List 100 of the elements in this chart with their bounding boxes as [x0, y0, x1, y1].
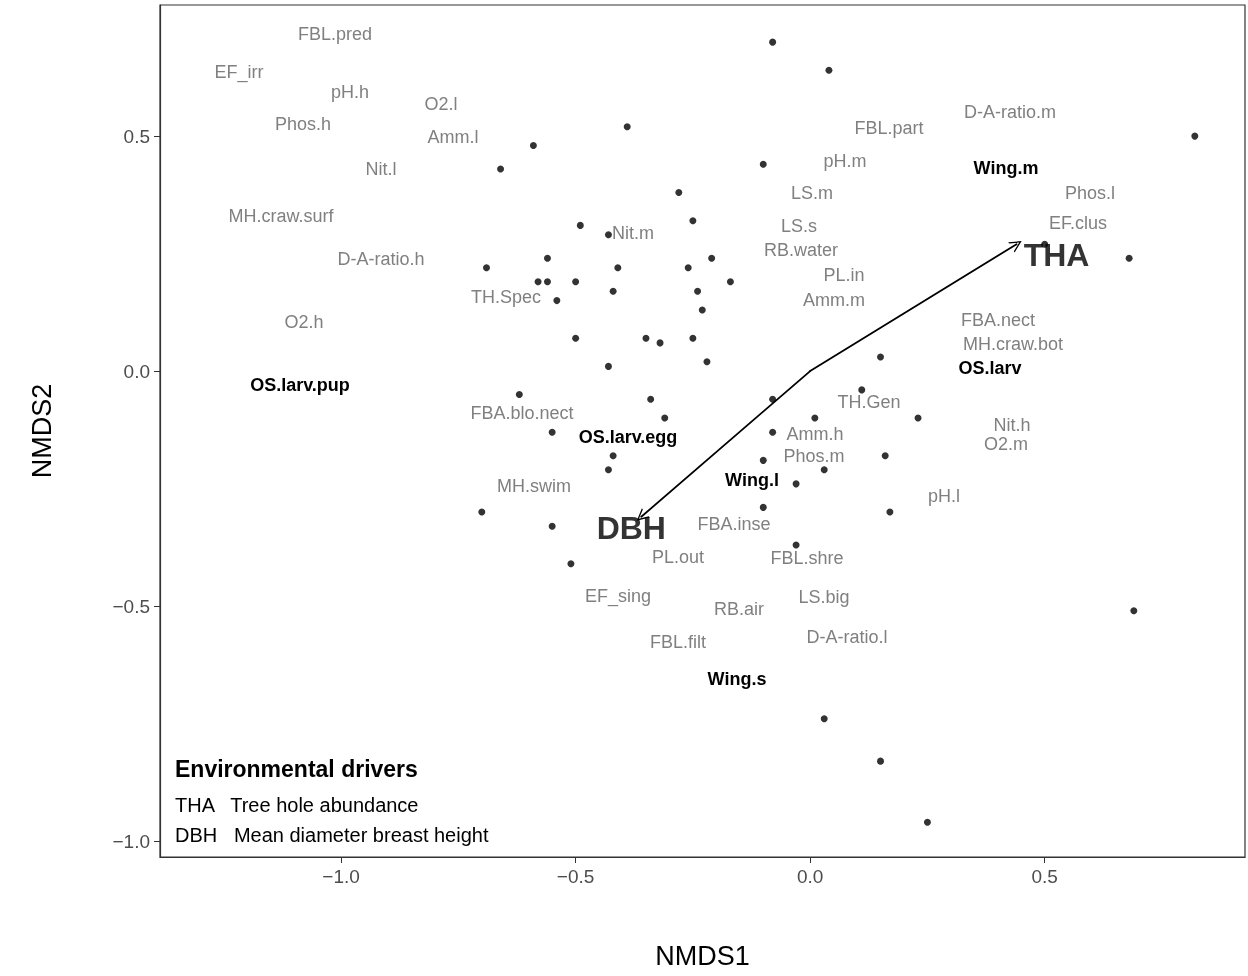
- point: [811, 414, 819, 422]
- point: [609, 452, 617, 460]
- annotation: TH.Spec: [470, 287, 542, 307]
- point: [820, 466, 828, 474]
- annotation: pH.l: [927, 486, 961, 506]
- annotation: O2.m: [983, 434, 1029, 454]
- annotation: EF_irr: [214, 62, 264, 83]
- point: [877, 353, 885, 361]
- y-tick-label: 0.5: [123, 125, 150, 147]
- annotation: LS.m: [790, 183, 834, 203]
- annotation: RB.air: [713, 599, 765, 619]
- annotation: Phos.m: [783, 446, 845, 466]
- point: [553, 297, 561, 305]
- annotation: Amm.m: [803, 290, 865, 310]
- annotation: PL.in: [823, 265, 865, 285]
- annotation: LS.big: [798, 587, 850, 607]
- point: [478, 508, 486, 516]
- point: [689, 334, 697, 342]
- annotation: FBL.filt: [649, 632, 707, 652]
- point: [604, 231, 612, 239]
- point: [1125, 254, 1133, 262]
- x-tick-label: −1.0: [322, 866, 360, 887]
- annotation: Nit.m: [612, 223, 654, 243]
- point: [604, 466, 612, 474]
- point: [675, 189, 683, 196]
- point: [1130, 607, 1138, 615]
- annotation: EF_sing: [584, 586, 652, 607]
- annotation: FBL.part: [854, 118, 924, 138]
- annotation: D-A-ratio.m: [963, 102, 1057, 122]
- point: [759, 456, 767, 464]
- annotation: MH.craw.bot: [962, 334, 1064, 354]
- x-tick-label: 0.0: [796, 866, 824, 887]
- annotation: FBA.inse: [697, 514, 771, 534]
- point: [703, 358, 711, 366]
- annotation: D-A-ratio.l: [806, 627, 888, 647]
- point: [694, 287, 702, 295]
- point: [572, 334, 580, 342]
- point: [923, 818, 931, 826]
- point: [877, 757, 885, 765]
- annotation: pH.h: [330, 82, 370, 102]
- annotation: Amm.l: [427, 127, 479, 147]
- annotation: Wing.l: [725, 470, 779, 490]
- x-tick-label: −0.5: [556, 866, 595, 887]
- point: [759, 160, 767, 168]
- point: [708, 254, 716, 262]
- point: [1191, 132, 1199, 140]
- annotation: TH.Gen: [837, 392, 901, 412]
- annotation: OS.larv.egg: [578, 427, 678, 447]
- point: [759, 503, 767, 511]
- annotation: THA Tree hole abundance: [175, 794, 419, 816]
- annotation: DBH Mean diameter breast height: [175, 824, 489, 846]
- point: [534, 278, 542, 286]
- point: [623, 123, 631, 131]
- point: [604, 362, 612, 370]
- annotation: D-A-ratio.h: [337, 249, 425, 269]
- annotation: Wing.s: [707, 669, 767, 689]
- point: [543, 278, 551, 286]
- point: [529, 142, 537, 150]
- point: [482, 264, 490, 272]
- annotation: OS.larv: [958, 358, 1022, 378]
- point: [858, 386, 866, 394]
- point: [689, 217, 697, 225]
- annotation: Nit.h: [993, 415, 1031, 435]
- point: [726, 278, 734, 286]
- annotation: FBL.shre: [770, 548, 844, 568]
- data-label: DBH: [596, 509, 666, 546]
- x-tick-label: 0.5: [1031, 866, 1058, 887]
- point: [661, 414, 669, 422]
- point: [881, 452, 889, 460]
- annotation: O2.l: [424, 94, 458, 114]
- annotation: OS.larv.pup: [250, 375, 350, 395]
- y-tick-label: 0.0: [123, 360, 150, 382]
- annotation: Phos.l: [1064, 183, 1116, 203]
- annotation: MH.craw.surf: [228, 206, 335, 226]
- annotation: FBA.blo.nect: [470, 403, 574, 423]
- point: [684, 264, 692, 272]
- y-tick-label: −1.0: [112, 830, 150, 852]
- point: [572, 278, 580, 286]
- point: [886, 508, 894, 516]
- annotation: FBL.pred: [297, 24, 373, 44]
- point: [769, 428, 777, 436]
- annotation: Phos.h: [274, 114, 332, 134]
- annotation: O2.h: [284, 312, 324, 332]
- point: [576, 221, 584, 229]
- point: [515, 391, 523, 399]
- point: [825, 66, 833, 74]
- annotation: pH.m: [823, 151, 867, 171]
- point: [609, 287, 617, 295]
- point: [642, 334, 650, 342]
- annotation: LS.s: [780, 216, 818, 236]
- annotation: FBA.nect: [960, 310, 1036, 330]
- annotation: EF.clus: [1048, 213, 1108, 233]
- point: [647, 395, 655, 403]
- point: [698, 306, 706, 314]
- point: [614, 264, 622, 272]
- point: [820, 715, 828, 723]
- annotation: PL.out: [651, 547, 705, 567]
- y-axis-title: NMDS2: [26, 383, 57, 479]
- point: [567, 560, 575, 568]
- annotation: Wing.m: [973, 158, 1039, 178]
